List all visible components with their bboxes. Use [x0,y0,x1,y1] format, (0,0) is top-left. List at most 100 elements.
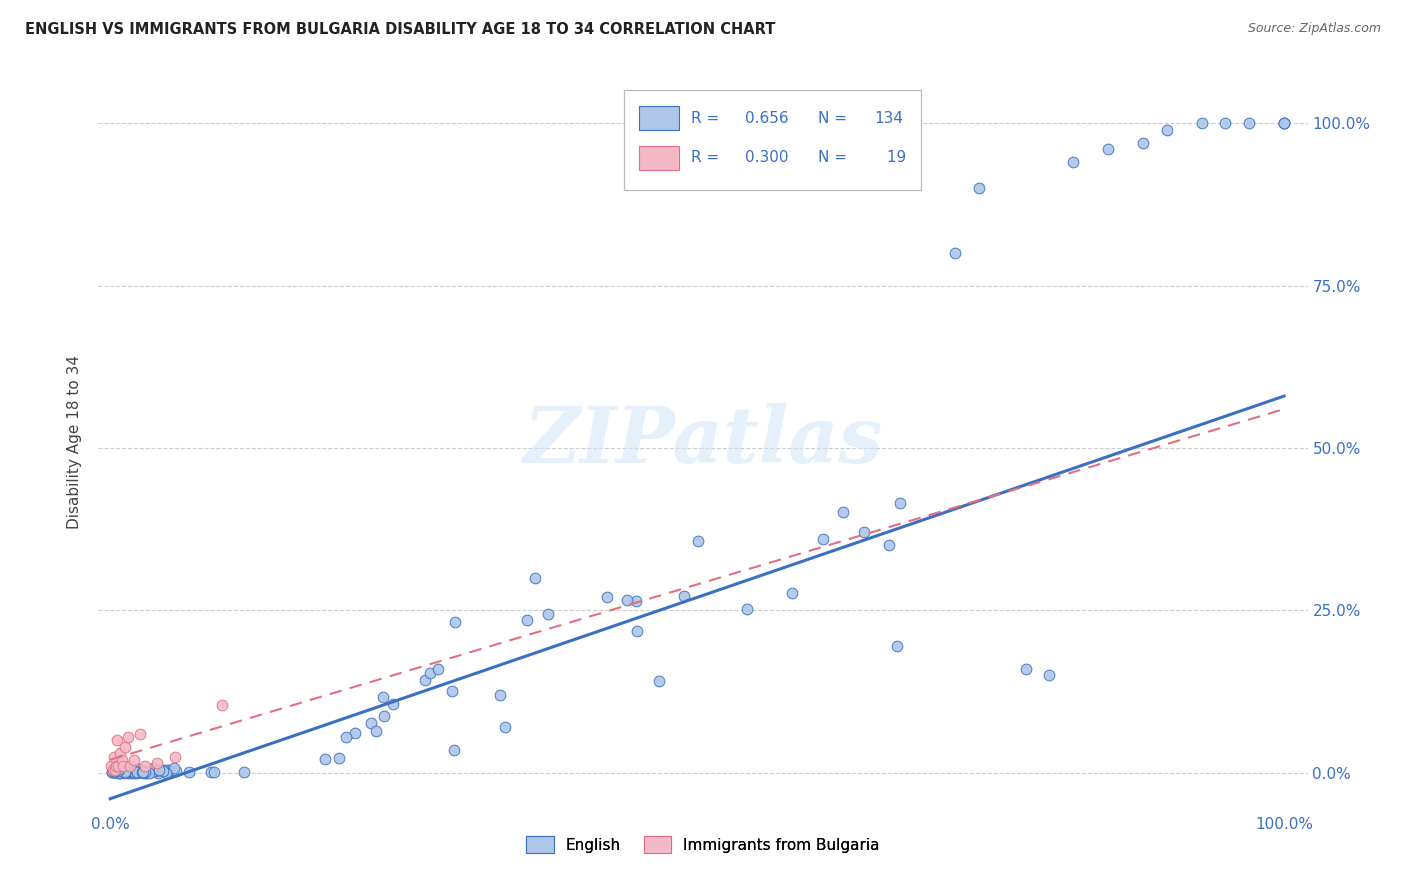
Point [125,765,148,780]
Point [112,759,135,773]
Point [107,765,129,780]
Point [127,764,149,779]
Point [1062,155,1084,169]
Point [103,764,125,779]
Point [360,715,382,730]
Text: 134: 134 [875,111,904,126]
Point [688,533,710,548]
Point [945,246,967,260]
Point [832,505,855,519]
Point [155,764,177,779]
Point [112,764,135,779]
Point [112,765,135,780]
Point [135,765,157,780]
FancyBboxPatch shape [638,106,679,130]
Point [107,764,129,779]
Point [155,765,177,780]
Text: R =: R = [690,151,724,166]
Point [427,662,450,676]
Point [103,749,125,764]
Point [117,730,139,744]
Point [494,720,516,734]
Point [101,764,124,779]
Point [516,613,538,627]
Point [626,594,648,608]
Point [1132,136,1154,150]
Point [134,765,156,780]
Point [419,666,441,681]
Point [103,761,125,775]
Point [1015,662,1038,676]
Point [134,765,156,780]
Point [647,674,669,689]
Point [105,733,128,747]
Point [118,761,141,775]
Point [132,764,155,779]
Point [132,764,155,779]
Point [129,764,152,779]
Point [124,765,146,780]
Point [142,762,165,776]
Point [128,727,150,741]
Point [122,765,145,780]
Point [104,763,127,777]
Point [735,602,758,616]
Point [127,764,149,779]
Point [101,763,124,777]
Point [127,765,149,780]
Text: ZIPatlas: ZIPatlas [523,403,883,480]
Point [100,759,122,773]
Point [616,593,638,607]
Point [889,496,911,510]
Point [110,765,132,780]
Point [440,684,463,698]
Point [110,764,132,779]
Point [128,764,150,779]
Point [344,726,367,740]
Point [111,753,134,767]
Point [1097,142,1119,156]
Point [117,764,139,779]
Point [107,759,129,773]
Point [156,763,179,777]
Point [1272,116,1295,130]
Point [120,764,142,779]
Point [131,765,153,780]
Point [134,765,156,780]
Point [108,765,131,780]
Point [314,751,336,765]
Point [373,708,395,723]
Point [852,524,875,539]
Point [444,615,467,629]
Point [114,765,136,780]
Point [125,765,148,780]
Point [967,181,990,195]
Point [152,764,174,779]
Point [134,764,156,779]
Point [443,743,465,757]
Point [489,688,512,702]
Point [111,764,134,779]
Point [117,764,139,778]
Point [153,764,176,778]
Text: 19: 19 [882,151,907,166]
Point [335,731,357,745]
Point [112,762,135,776]
Text: Source: ZipAtlas.com: Source: ZipAtlas.com [1247,22,1381,36]
Text: N =: N = [818,151,852,166]
Point [143,764,166,778]
Text: R =: R = [690,111,724,126]
Point [1191,116,1213,130]
Point [101,764,124,779]
Point [163,761,186,775]
Point [1215,116,1237,130]
Point [120,764,142,778]
Point [157,763,180,777]
Point [146,756,169,770]
Point [523,571,546,585]
Point [211,698,233,712]
Point [105,764,128,778]
Point [131,765,153,780]
Point [163,749,186,764]
Point [117,764,139,778]
